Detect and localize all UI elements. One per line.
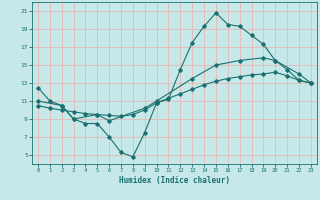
X-axis label: Humidex (Indice chaleur): Humidex (Indice chaleur) [119, 176, 230, 185]
